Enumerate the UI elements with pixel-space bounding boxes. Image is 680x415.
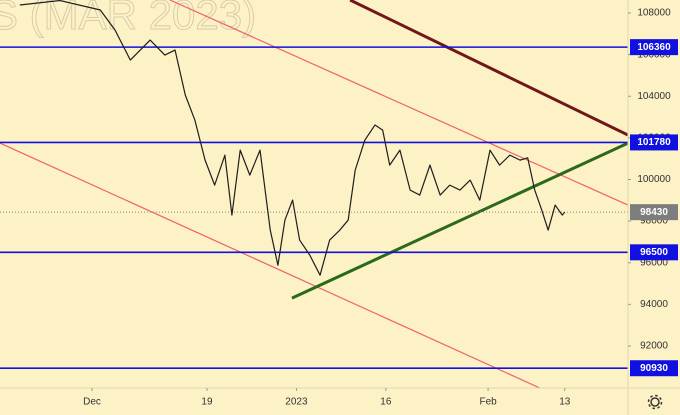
level-label-box [630,39,678,56]
level-label-box [630,360,678,377]
trend-line [349,0,628,137]
y-tick-label: 92000 [640,341,668,352]
trend-line [0,142,541,388]
x-tick-label: 19 [201,397,213,408]
level-label-box [630,134,678,151]
last-price-label: 98430 [640,207,668,218]
x-tick-label: 2023 [285,397,308,408]
level-label: 106360 [637,42,671,53]
x-tick-label: Feb [479,397,497,408]
x-tick-label: 16 [380,397,392,408]
level-label-box [630,244,678,261]
y-tick-label: 104000 [637,91,671,102]
level-label: 90930 [640,363,668,374]
x-tick-label: 13 [559,397,571,408]
settings-icon[interactable] [647,394,663,410]
level-label: 101780 [637,137,671,148]
price-line [19,0,566,276]
y-tick-label: 98000 [640,216,668,227]
level-label: 96500 [640,247,668,258]
y-tick-label: 100000 [637,174,671,185]
watermark: S (MAR 2023) [0,0,256,38]
plot-area: S (MAR 2023) [0,0,628,388]
trend-line [169,0,628,206]
last-price-box [630,204,678,221]
trend-line [291,141,628,300]
y-tick-label: 108000 [637,8,671,19]
x-tick-label: Dec [83,397,101,408]
y-tick-label: 94000 [640,299,668,310]
y-tick-label: 96000 [640,257,668,268]
